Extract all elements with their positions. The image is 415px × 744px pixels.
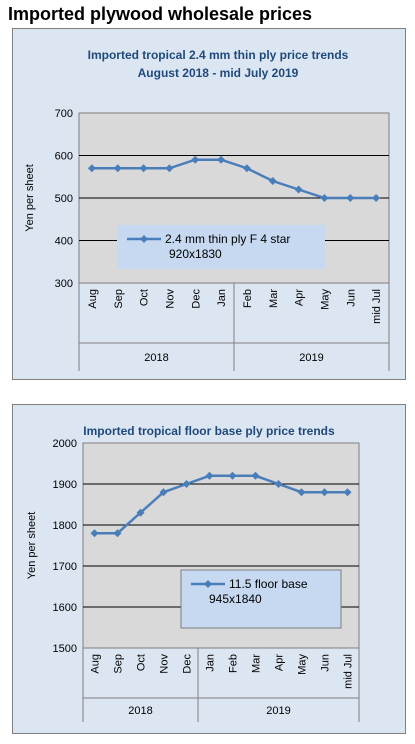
chart-panel-thin-ply: Imported tropical 2.4 mm thin ply price …	[12, 28, 406, 380]
x-tick-label: Nov	[159, 654, 171, 674]
data-point	[113, 164, 122, 173]
y-axis-label: Yen per sheet	[26, 512, 38, 579]
x-tick-label: Dec	[182, 654, 194, 674]
x-tick-label: May	[297, 654, 309, 675]
x-tick-label: Dec	[190, 289, 202, 309]
y-tick-label: 1500	[53, 643, 77, 655]
y-axis-label: Yen per sheet	[24, 164, 36, 231]
chart-title: Imported tropical 2.4 mm thin ply price …	[88, 48, 349, 62]
x-group-label: 2019	[266, 705, 290, 717]
y-tick-label: 500	[55, 193, 73, 205]
legend-series-size: 920x1830	[169, 247, 222, 261]
legend-series-name: 11.5 floor base	[229, 577, 308, 591]
y-tick-label: 2000	[53, 438, 77, 450]
legend-box	[180, 569, 342, 629]
data-point	[217, 155, 226, 164]
data-point	[294, 185, 303, 194]
x-tick-label: Nov	[164, 289, 176, 309]
legend-series-size: 945x1840	[209, 592, 262, 606]
x-tick-label: mid Jul	[343, 654, 355, 689]
x-tick-label: Feb	[228, 654, 240, 673]
x-tick-label: Oct	[139, 289, 151, 306]
y-tick-label: 300	[55, 278, 73, 290]
x-tick-label: Jun	[345, 289, 357, 307]
data-point	[136, 508, 145, 517]
legend-marker	[140, 235, 148, 243]
data-point	[343, 488, 352, 497]
x-tick-label: Jan	[216, 289, 228, 307]
x-tick-label: Aug	[87, 289, 99, 309]
x-tick-label: Feb	[242, 289, 254, 308]
data-point	[268, 177, 277, 185]
data-point	[90, 529, 99, 538]
data-point	[346, 194, 355, 202]
data-point	[320, 194, 329, 202]
legend-series-name: 2.4 mm thin ply F 4 star	[165, 232, 290, 246]
y-tick-label: 700	[55, 108, 73, 120]
chart-title: Imported tropical floor base ply price t…	[83, 424, 335, 438]
x-group-label: 2019	[299, 352, 323, 364]
data-point	[139, 164, 148, 173]
legend-marker	[204, 580, 212, 588]
y-tick-label: 400	[55, 236, 73, 248]
data-point	[228, 471, 237, 480]
y-tick-label: 1800	[53, 520, 77, 532]
data-point	[274, 480, 283, 488]
x-tick-label: Aug	[90, 654, 102, 674]
x-tick-label: Sep	[113, 654, 125, 674]
chart-subtitle: August 2018 - mid July 2019	[138, 66, 299, 80]
data-point	[205, 471, 214, 480]
x-group-label: 2018	[128, 705, 152, 717]
data-point	[372, 194, 381, 202]
y-tick-label: 1900	[53, 479, 77, 491]
x-tick-label: mid Jul	[371, 289, 383, 324]
x-tick-label: Sep	[113, 289, 125, 309]
x-tick-label: Apr	[294, 289, 306, 306]
x-tick-label: May	[319, 289, 331, 310]
data-point	[242, 164, 251, 173]
data-point	[182, 480, 191, 488]
data-point	[297, 488, 306, 497]
page-title: Imported plywood wholesale prices	[8, 4, 313, 24]
data-point	[191, 155, 200, 164]
x-tick-label: Mar	[268, 289, 280, 308]
data-point	[159, 488, 168, 497]
series-line	[91, 158, 377, 200]
y-tick-label: 1600	[53, 602, 77, 614]
legend-box	[117, 225, 325, 269]
chart-thin-ply-price-trends: Imported tropical 2.4 mm thin ply price …	[24, 48, 390, 371]
x-group-label: 2018	[144, 352, 168, 364]
data-point	[87, 164, 96, 173]
x-tick-label: Mar	[251, 654, 263, 673]
data-point	[165, 164, 174, 173]
data-point	[113, 529, 122, 538]
x-tick-label: Jun	[320, 654, 332, 672]
y-tick-label: 600	[55, 151, 73, 163]
x-tick-label: Jan	[205, 654, 217, 672]
x-tick-label: Apr	[274, 654, 286, 671]
chart-panel-floor-base-ply: Imported tropical floor base ply price t…	[12, 404, 406, 734]
data-point	[320, 488, 329, 497]
x-tick-label: Oct	[136, 654, 148, 671]
data-point	[251, 471, 260, 480]
chart-floor-base-ply-price-trends: Imported tropical floor base ply price t…	[26, 424, 360, 722]
y-tick-label: 1700	[53, 561, 77, 573]
